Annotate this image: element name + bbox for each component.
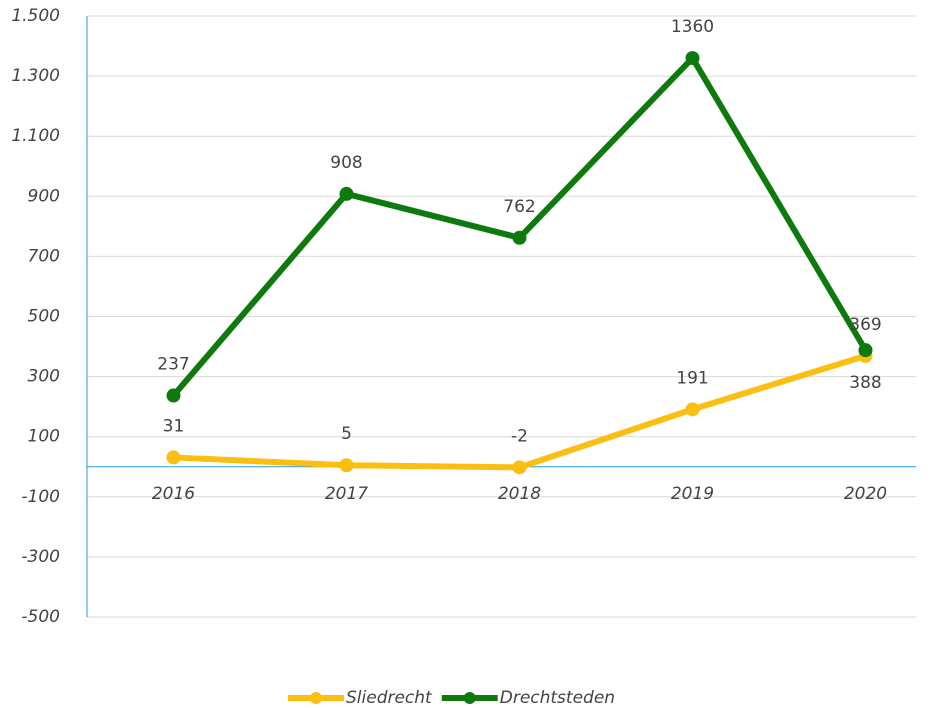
x-tick-label: 2018 [498, 484, 541, 504]
legend-label: Sliedrecht [346, 688, 433, 708]
data-label: 1360 [671, 17, 714, 37]
data-label: 388 [849, 373, 881, 393]
legend-label: Drechtsteden [500, 688, 615, 708]
point [166, 388, 181, 403]
point [858, 343, 873, 358]
data-label: -2 [511, 426, 528, 446]
data-label: 369 [849, 315, 881, 335]
y-tick-label: 900 [28, 186, 60, 206]
y-tick-label: 1.100 [11, 126, 60, 146]
series-line [171, 55, 869, 398]
data-label: 237 [157, 355, 189, 375]
x-tick-label: 2019 [671, 484, 714, 504]
y-tick-label: 700 [28, 246, 60, 266]
data-label: 191 [676, 368, 708, 388]
y-tick-label: 1.300 [11, 66, 60, 86]
point [512, 460, 527, 475]
point [512, 230, 527, 245]
y-tick-label: -300 [21, 547, 60, 567]
point [166, 450, 181, 465]
legend-marker [463, 692, 476, 704]
data-label: 5 [341, 424, 352, 444]
data-label: 762 [503, 197, 535, 217]
y-tick-label: 500 [28, 307, 60, 327]
y-tick-label: 300 [28, 367, 60, 387]
series-line [173, 352, 867, 471]
x-tick-label: 2016 [152, 484, 195, 504]
x-tick-label: 2020 [844, 484, 887, 504]
legend: Sliedrecht Drechtsteden [288, 688, 615, 708]
point [339, 186, 354, 201]
point [339, 458, 354, 473]
y-tick-label: 1.500 [11, 6, 60, 26]
legend-marker [310, 692, 322, 704]
y-tick-label: -100 [21, 487, 60, 507]
x-tick-label: 2017 [325, 484, 368, 504]
data-label: 908 [330, 153, 362, 173]
y-tick-label: 100 [28, 427, 60, 447]
data-label: 31 [163, 416, 185, 436]
point [685, 51, 700, 66]
point [685, 402, 700, 417]
y-tick-label: -500 [21, 607, 60, 627]
